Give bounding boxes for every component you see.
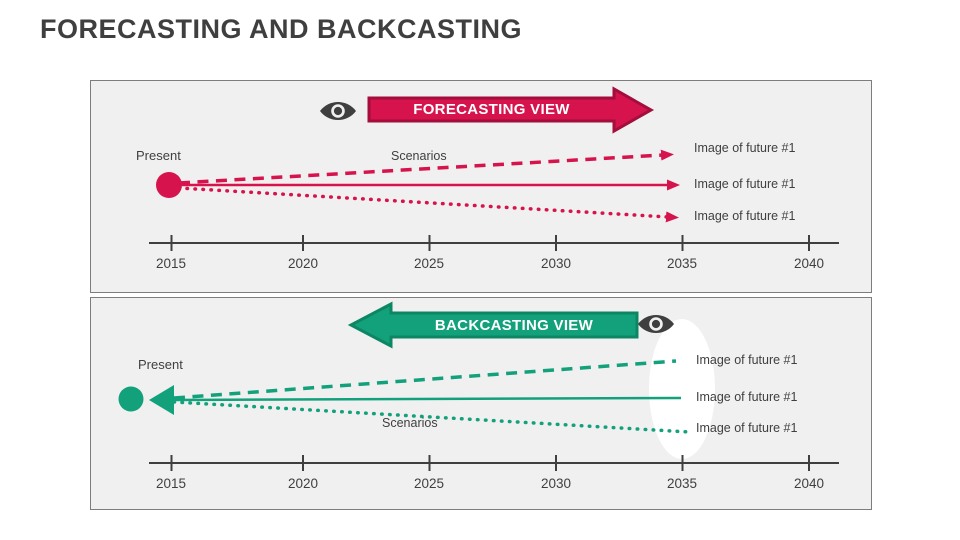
year-2030: 2030 (540, 256, 572, 271)
present-dot (118, 386, 144, 412)
forecasting-banner-arrow (367, 86, 655, 134)
backcasting-banner-label: BACKCASTING VIEW (434, 316, 594, 334)
forecasting-banner-label: FORECASTING VIEW (413, 101, 570, 118)
year-2025: 2025 (413, 476, 445, 491)
future-label-3: Image of future #1 (696, 421, 798, 435)
year-2025: 2025 (413, 256, 445, 271)
page-title: FORECASTING AND BACKCASTING (40, 14, 522, 44)
future-label-2: Image of future #1 (694, 177, 796, 191)
scenario-line-solid (173, 396, 682, 402)
backcasting-graphic (118, 301, 839, 471)
year-2035: 2035 (666, 476, 698, 491)
scenario-line-dotted (177, 186, 679, 223)
backcasting-banner-arrow (347, 301, 639, 349)
scenario-line-dotted (172, 400, 691, 434)
backcasting-panel: BACKCASTING VIEW Present Scenarios Image… (90, 297, 872, 510)
forecasting-panel: FORECASTING VIEW Present Scenarios Image… (90, 80, 872, 293)
present-label: Present (136, 148, 181, 163)
scenarios-label: Scenarios (391, 149, 447, 163)
eye-icon (320, 102, 356, 120)
year-2040: 2040 (793, 476, 825, 491)
year-2015: 2015 (155, 256, 187, 271)
year-2015: 2015 (155, 476, 187, 491)
future-label-3: Image of future #1 (694, 209, 796, 223)
highlight-ellipse (649, 319, 715, 459)
scenario-line-dashed (173, 359, 677, 400)
scenarios-label: Scenarios (382, 416, 438, 430)
year-2020: 2020 (287, 256, 319, 271)
backcast-arrowhead (149, 385, 174, 415)
scenario-line-dashed (178, 149, 674, 185)
year-2035: 2035 (666, 256, 698, 271)
year-2030: 2030 (540, 476, 572, 491)
future-label-1: Image of future #1 (694, 141, 796, 155)
year-2020: 2020 (287, 476, 319, 491)
timeline-axis (149, 455, 839, 471)
present-dot (156, 172, 182, 198)
forecasting-graphic (149, 86, 839, 251)
eye-icon (638, 315, 674, 333)
present-label: Present (138, 357, 183, 372)
timeline-axis (149, 235, 839, 251)
year-2040: 2040 (793, 256, 825, 271)
future-label-1: Image of future #1 (696, 353, 798, 367)
future-label-2: Image of future #1 (696, 390, 798, 404)
